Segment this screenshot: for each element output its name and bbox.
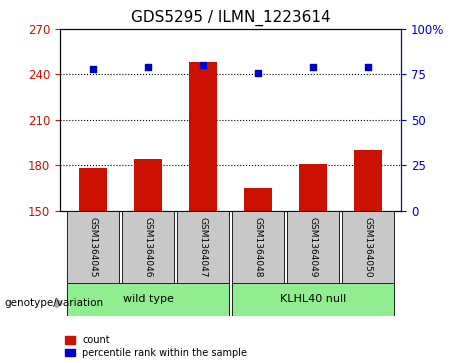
Title: GDS5295 / ILMN_1223614: GDS5295 / ILMN_1223614 bbox=[130, 10, 331, 26]
Text: GSM1364045: GSM1364045 bbox=[89, 217, 97, 277]
Bar bbox=[355, 150, 382, 211]
Bar bbox=[231, 211, 284, 283]
Point bbox=[254, 70, 262, 76]
Point bbox=[364, 64, 372, 70]
Text: GSM1364050: GSM1364050 bbox=[364, 216, 372, 277]
Text: GSM1364048: GSM1364048 bbox=[254, 217, 262, 277]
Text: GSM1364047: GSM1364047 bbox=[199, 217, 207, 277]
Bar bbox=[287, 211, 339, 283]
Bar bbox=[231, 283, 395, 316]
Bar bbox=[342, 211, 395, 283]
Text: GSM1364046: GSM1364046 bbox=[143, 217, 153, 277]
Bar bbox=[299, 164, 327, 211]
Point bbox=[199, 62, 207, 68]
Bar bbox=[66, 211, 119, 283]
Text: KLHL40 null: KLHL40 null bbox=[280, 294, 346, 305]
Text: genotype/variation: genotype/variation bbox=[5, 298, 104, 308]
Point bbox=[144, 64, 152, 70]
Legend: count, percentile rank within the sample: count, percentile rank within the sample bbox=[65, 335, 247, 358]
Bar bbox=[122, 211, 174, 283]
Bar bbox=[79, 168, 106, 211]
Text: GSM1364049: GSM1364049 bbox=[308, 217, 318, 277]
Bar bbox=[134, 159, 162, 211]
Bar bbox=[189, 62, 217, 211]
Bar bbox=[66, 283, 230, 316]
Text: wild type: wild type bbox=[123, 294, 173, 305]
Bar bbox=[177, 211, 230, 283]
Point bbox=[309, 64, 317, 70]
Point bbox=[89, 66, 97, 72]
Bar bbox=[244, 188, 272, 211]
